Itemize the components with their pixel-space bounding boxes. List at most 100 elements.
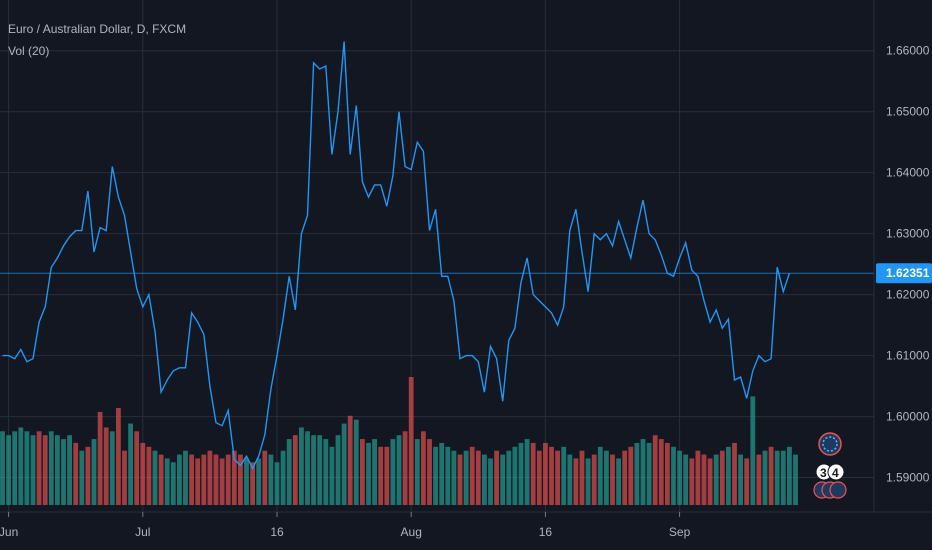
volume-bar: [292, 435, 298, 505]
volume-bar: [610, 454, 615, 505]
volume-bar: [695, 450, 701, 505]
volume-bar: [427, 439, 432, 505]
event-icons[interactable]: 3 4: [813, 432, 847, 499]
volume-bar: [549, 446, 554, 505]
volume-bar: [116, 408, 121, 505]
price-axis[interactable]: 1.59000 1.60000 1.61000 1.62000 1.63000 1.640…: [886, 44, 930, 485]
volume-bar: [347, 415, 353, 505]
volume-bar: [463, 450, 469, 505]
volume-bar: [683, 454, 689, 505]
volume-bar: [329, 446, 335, 505]
volume-indicator-label[interactable]: Vol (20): [8, 44, 50, 58]
volume-bar: [488, 458, 493, 505]
volume-bar: [140, 442, 146, 505]
grid: [0, 0, 874, 512]
volume-bar: [73, 442, 79, 505]
volume-bar: [55, 435, 60, 505]
volume-bar: [658, 439, 664, 505]
volume-bar: [122, 450, 127, 505]
volume-bar: [665, 442, 670, 505]
volume-bars: [0, 377, 798, 505]
volume-bar: [360, 439, 365, 505]
volume-bar: [512, 446, 518, 505]
volume-bar: [170, 462, 176, 505]
volume-bar: [396, 435, 402, 505]
dividends-icon[interactable]: 4: [827, 463, 845, 481]
time-tick-label: Jun: [0, 525, 18, 539]
volume-bar: [134, 431, 140, 505]
price-tick-label: 1.59000: [886, 471, 930, 485]
volume-bar: [408, 377, 414, 505]
earnings-icon[interactable]: 3: [815, 463, 833, 481]
events-stack-icon[interactable]: [813, 481, 847, 499]
volume-bar: [299, 427, 304, 505]
volume-bar: [518, 442, 524, 505]
volume-bar: [201, 454, 207, 505]
volume-bar: [555, 450, 560, 505]
volume-bar: [646, 442, 652, 505]
volume-bar: [787, 446, 792, 505]
volume-bar: [311, 435, 316, 505]
volume-bar: [530, 442, 536, 505]
volume-bar: [707, 458, 713, 505]
volume-bar: [591, 454, 597, 505]
time-tick-label: Sep: [669, 525, 691, 539]
volume-bar: [183, 450, 188, 505]
volume-bar: [439, 442, 445, 505]
volume-bar: [152, 450, 158, 505]
volume-bar: [768, 446, 774, 505]
volume-bar: [335, 435, 341, 505]
volume-bar: [305, 431, 310, 505]
volume-bar: [390, 439, 396, 505]
volume-bar: [323, 439, 329, 505]
price-tick-label: 1.64000: [886, 166, 930, 180]
volume-bar: [42, 435, 48, 505]
volume-bar: [677, 450, 682, 505]
volume-bar: [238, 454, 243, 505]
volume-bar: [85, 446, 91, 505]
last-price-value: 1.62351: [886, 266, 930, 280]
volume-bar: [268, 454, 274, 505]
volume-bar: [128, 423, 133, 505]
last-price-badge: [876, 263, 932, 284]
volume-bar: [341, 423, 347, 505]
volume-bar: [579, 450, 585, 505]
volume-bar: [250, 462, 255, 505]
volume-bar: [158, 454, 164, 505]
time-tick-label: 16: [270, 525, 284, 539]
volume-bar: [652, 435, 658, 505]
volume-bar: [414, 439, 420, 505]
volume-bar: [353, 419, 359, 505]
volume-bar: [36, 431, 42, 505]
time-axis[interactable]: JunJul16Aug16SepOct16NovDe: [0, 512, 932, 539]
volume-bar: [506, 450, 512, 505]
volume-bar: [280, 450, 286, 505]
dividends-count: 4: [832, 466, 839, 480]
price-tick-label: 1.60000: [886, 410, 930, 424]
time-tick-label: 16: [539, 525, 553, 539]
volume-bar: [726, 446, 731, 505]
volume-bar: [48, 431, 54, 505]
volume-bar: [536, 450, 542, 505]
volume-bar: [189, 454, 194, 505]
volume-bar: [97, 411, 103, 505]
volume-bar: [622, 450, 628, 505]
volume-bar: [177, 454, 182, 505]
volume-bar: [317, 435, 323, 505]
volume-bar: [597, 446, 603, 505]
volume-bar: [719, 450, 725, 505]
symbol-title[interactable]: Euro / Australian Dollar, D, FXCM: [8, 22, 187, 36]
volume-bar: [445, 446, 451, 505]
volume-bar: [640, 439, 646, 505]
volume-bar: [793, 454, 798, 505]
volume-bar: [109, 431, 115, 505]
volume-bar: [573, 458, 579, 505]
earnings-count: 3: [820, 466, 827, 480]
volume-bar: [762, 450, 768, 505]
volume-bar: [494, 450, 499, 505]
volume-bar: [30, 435, 36, 505]
globe-icon[interactable]: [818, 432, 842, 456]
volume-bar: [195, 458, 201, 505]
volume-bar: [780, 450, 786, 505]
